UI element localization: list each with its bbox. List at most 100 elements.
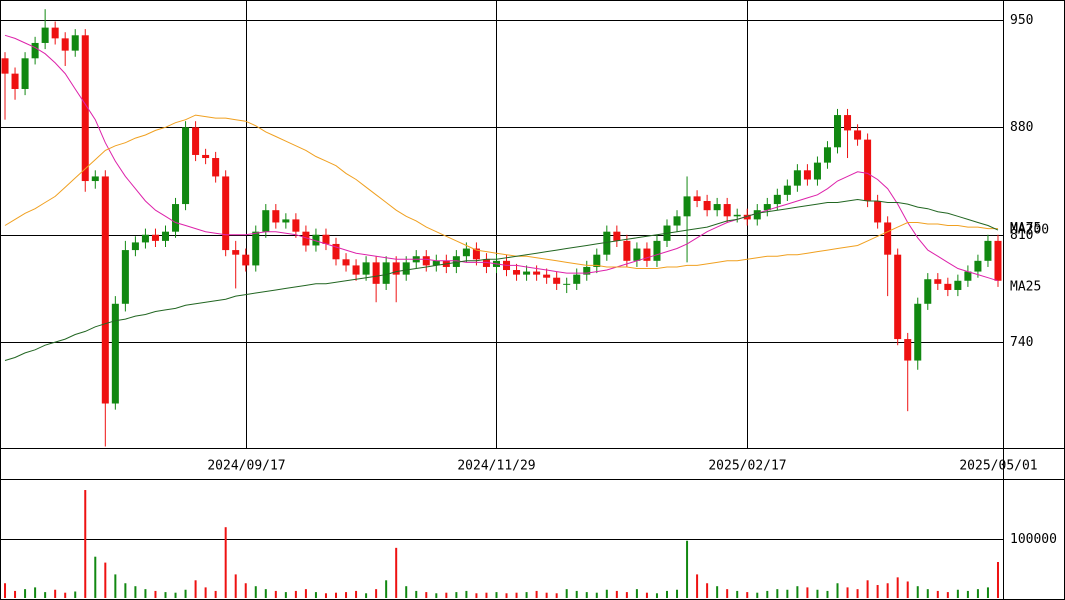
candle-body <box>141 234 149 243</box>
volume-bar <box>94 556 97 598</box>
candle-body <box>844 115 852 131</box>
volume-bar <box>976 589 979 598</box>
candle-body <box>462 248 470 257</box>
candle-body <box>51 27 59 39</box>
candle-body <box>91 176 99 182</box>
candle-body <box>172 204 180 232</box>
candle-body <box>131 242 139 251</box>
candle-body <box>282 219 290 223</box>
candle-body <box>312 234 320 246</box>
candle-body <box>161 231 170 241</box>
volume-bar <box>555 593 558 598</box>
volume-bar <box>74 591 77 598</box>
volume-bar <box>726 589 729 598</box>
candle-body <box>402 262 410 275</box>
candle-body <box>783 185 791 195</box>
volume-bar <box>234 574 237 598</box>
volume-bar <box>996 562 999 598</box>
volume-bar <box>485 592 488 598</box>
volume-bar <box>244 583 247 598</box>
volume-bar <box>575 590 578 598</box>
volume-bar <box>365 593 368 598</box>
volume-bar <box>696 574 699 598</box>
volume-bar <box>716 586 719 598</box>
volume-bar <box>916 586 919 598</box>
volume-bar <box>4 583 7 598</box>
candle-body <box>292 219 300 232</box>
volume-bar <box>84 490 87 598</box>
candle-body <box>472 248 480 260</box>
volume-bar <box>164 592 167 598</box>
candle-body <box>683 196 691 217</box>
candle-body <box>864 139 872 201</box>
volume-bar <box>184 589 187 598</box>
candle-body <box>954 280 962 290</box>
volume-bar <box>254 586 257 598</box>
volume-bar <box>565 589 568 598</box>
volume-bar <box>936 590 939 598</box>
volume-bar <box>284 592 287 598</box>
candle-body <box>272 210 280 223</box>
candle-body <box>583 266 591 275</box>
volume-bar <box>475 593 478 598</box>
candle-body <box>262 210 270 232</box>
volume-bar <box>355 590 358 598</box>
candle-body <box>593 254 601 267</box>
volume-bar <box>686 540 689 598</box>
volume-bar <box>756 592 759 598</box>
volume-bar <box>395 547 398 598</box>
candle-body <box>392 262 400 275</box>
volume-bar <box>385 580 388 598</box>
volume-bar <box>134 586 137 598</box>
candle-body <box>563 283 571 285</box>
ma-line <box>4 34 999 282</box>
volume-bar <box>896 577 899 598</box>
volume-bar <box>796 586 799 598</box>
x-tick-label: 2025/05/01 <box>959 459 1037 474</box>
volume-bar <box>595 592 598 598</box>
volume-bar <box>375 589 378 598</box>
volume-bar <box>585 592 588 598</box>
candle-body <box>944 283 952 290</box>
candle-body <box>242 254 250 266</box>
volume-bar <box>44 592 47 598</box>
volume-bar <box>455 592 458 598</box>
candle-body <box>342 259 350 266</box>
candle-body <box>553 277 561 284</box>
candle-body <box>513 270 521 275</box>
volume-bar <box>706 583 709 598</box>
legend-label: MA25 <box>1010 279 1041 294</box>
y-tick-label: 810 <box>1010 228 1033 243</box>
candle-body <box>623 240 631 261</box>
volume-bar <box>846 587 849 598</box>
volume-bar <box>174 592 177 598</box>
volume-bar <box>746 592 749 598</box>
volume-bar <box>766 590 769 598</box>
volume-bar <box>345 592 348 598</box>
candle-body <box>482 259 490 267</box>
candle-body <box>232 250 240 255</box>
candle-body <box>763 204 771 211</box>
candle-body <box>81 35 89 182</box>
volume-bar <box>154 590 157 598</box>
candle-body <box>523 271 531 275</box>
candle-body <box>833 115 842 148</box>
volume-bar <box>736 590 739 598</box>
volume-bar <box>224 527 227 598</box>
candle-body <box>332 243 340 260</box>
volume-bar <box>294 590 297 598</box>
volume-bar <box>194 580 197 598</box>
candle-body <box>322 234 330 244</box>
volume-bar <box>876 585 879 598</box>
x-tick-label: 2024/09/17 <box>207 459 285 474</box>
volume-bar <box>956 589 959 598</box>
x-tick-label: 2024/11/29 <box>457 459 535 474</box>
candle-body <box>61 38 69 51</box>
y-tick-label: 100000 <box>1010 532 1057 547</box>
candle-body <box>422 256 430 266</box>
candle-body <box>543 274 551 278</box>
volume-bar <box>926 589 929 598</box>
candle-body <box>964 271 972 281</box>
volume-bar <box>826 590 829 598</box>
volume-bar <box>505 593 508 598</box>
